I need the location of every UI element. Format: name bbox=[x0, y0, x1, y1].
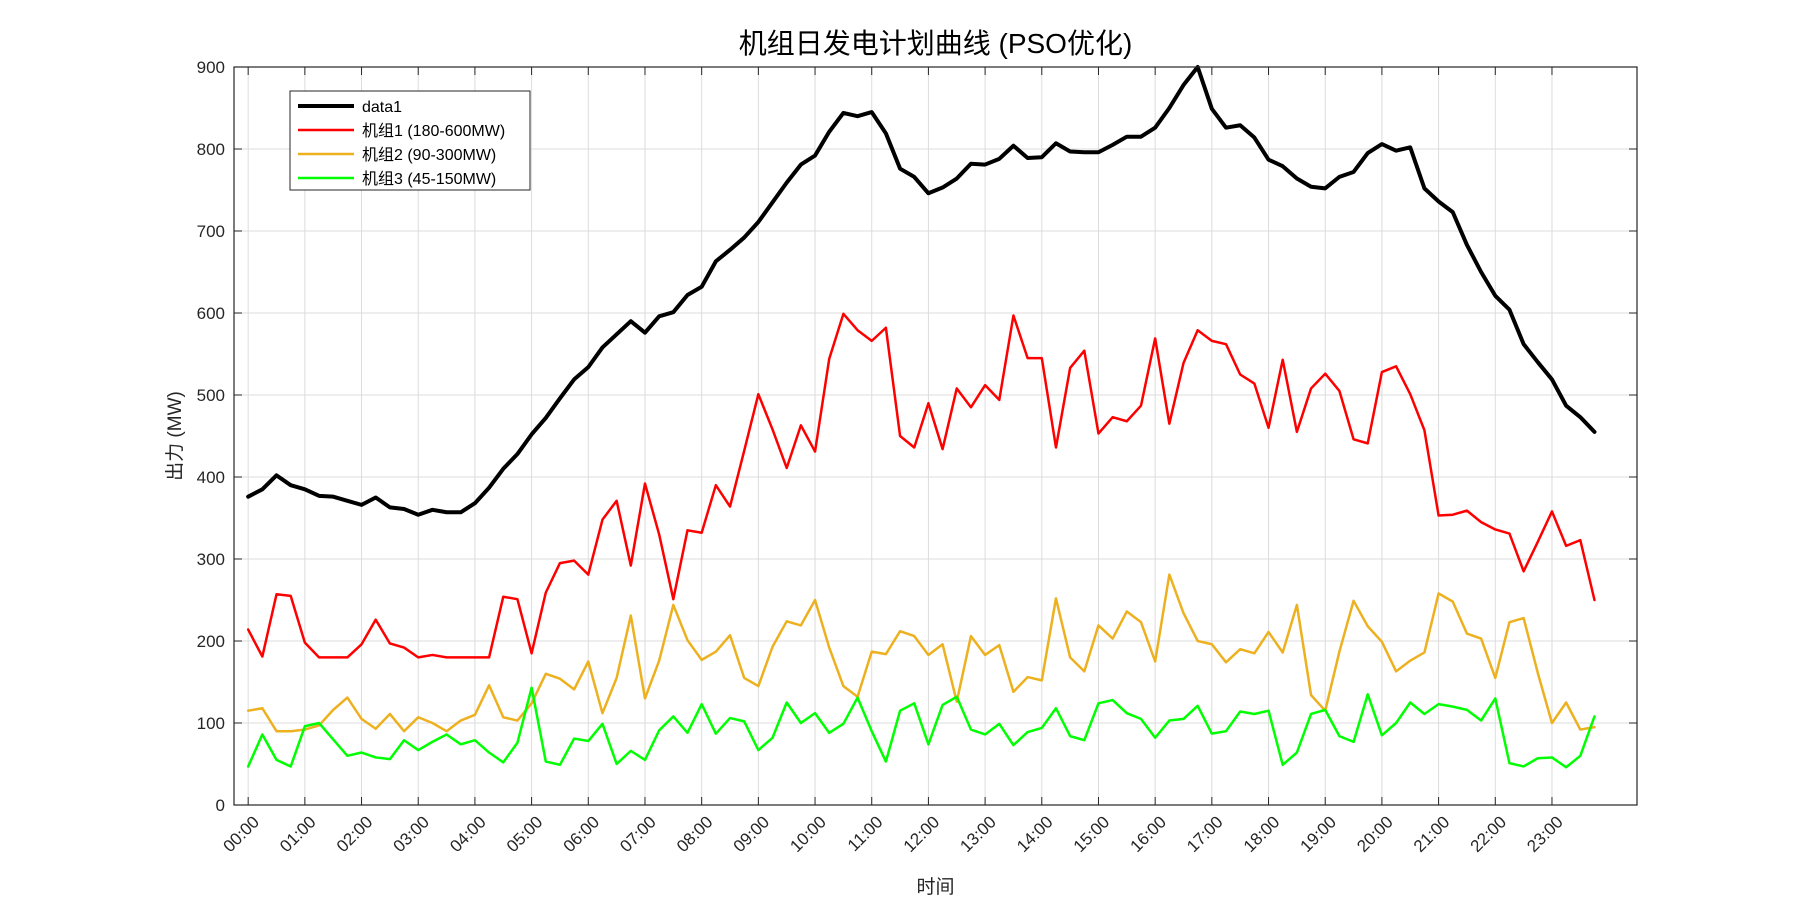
series-layer bbox=[246, 65, 1597, 769]
y-tick-label: 900 bbox=[197, 58, 225, 77]
y-tick-label: 800 bbox=[197, 140, 225, 159]
y-tick-label: 400 bbox=[197, 468, 225, 487]
legend-entry-2: 机组1 (180-600MW) bbox=[362, 122, 505, 140]
series-line-1 bbox=[246, 65, 1597, 517]
y-tick-label: 0 bbox=[216, 796, 225, 815]
y-tick-label: 200 bbox=[197, 632, 225, 651]
legend-entry-3: 机组2 (90-300MW) bbox=[362, 146, 496, 164]
y-tick-label: 500 bbox=[197, 386, 225, 405]
y-tick-label: 600 bbox=[197, 304, 225, 323]
series-line-4 bbox=[246, 686, 1596, 769]
axes-frame bbox=[233, 66, 1638, 806]
legend-entry-1: data1 bbox=[362, 99, 402, 116]
x-axis-label: 时间 bbox=[916, 876, 954, 898]
chart-title: 机组日发电计划曲线 (PSO优化) bbox=[739, 28, 1133, 59]
grid-layer bbox=[234, 66, 1637, 806]
y-tick-label: 700 bbox=[197, 222, 225, 241]
series-line-3 bbox=[246, 573, 1596, 733]
legend-entry-4: 机组3 (45-150MW) bbox=[362, 170, 496, 188]
series-line-2 bbox=[246, 312, 1596, 659]
legend: data1 机组1 (180-600MW) 机组2 (90-300MW) 机组3 (4… bbox=[289, 90, 531, 191]
y-tick-label: 100 bbox=[197, 714, 225, 733]
y-axis-label: 出力 (MW) bbox=[164, 391, 186, 481]
y-tick-label: 300 bbox=[197, 550, 225, 569]
